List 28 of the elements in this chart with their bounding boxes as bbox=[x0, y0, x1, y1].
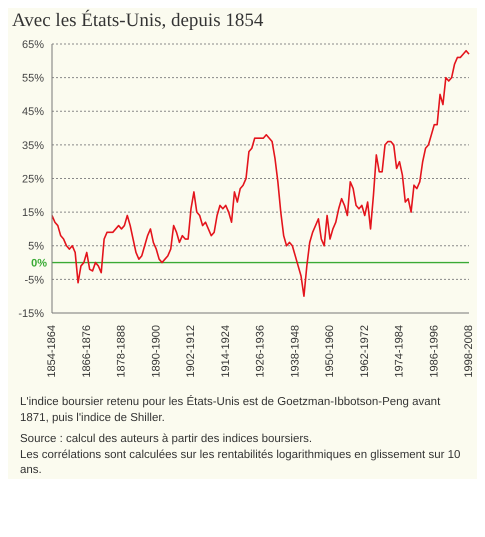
ref-line-label: 0% bbox=[31, 257, 48, 270]
x-tick-label: 1938-1948 bbox=[289, 325, 302, 378]
y-tick-label: 5% bbox=[28, 240, 44, 253]
text: Les corrélations sont calculées sur les rentabilités logarithmiques en glissement sur 10 ans. bbox=[20, 448, 462, 478]
x-tick-label: 1890-1900 bbox=[150, 325, 162, 378]
x-tick-label: 1962-1972 bbox=[358, 325, 371, 378]
y-tick-label: -15% bbox=[18, 308, 44, 320]
x-tick-label: 1878-1888 bbox=[116, 325, 128, 378]
x-tick-label: 1974-1984 bbox=[394, 325, 406, 378]
y-tick-label: 15% bbox=[22, 207, 44, 220]
y-tick-label: 45% bbox=[22, 106, 44, 118]
x-tick-label: 1866-1876 bbox=[80, 325, 93, 378]
x-tick-label: 1950-1960 bbox=[324, 325, 336, 378]
source-note: Source : calcul des auteurs à partir des indices boursiers. bbox=[20, 432, 314, 448]
y-tick-label: 55% bbox=[22, 72, 44, 85]
x-tick-label: 1986-1996 bbox=[428, 325, 440, 378]
y-tick-label: 65% bbox=[22, 38, 44, 51]
x-tick-label: 1914-1924 bbox=[220, 325, 232, 378]
text: L'indice boursier retenu pour les États-Unis est de Goetzman-Ibbotson-Peng avant 1871, puis l'indice de Shiller. bbox=[20, 395, 442, 426]
chart-title: Avec les États-Unis, depuis 1854 bbox=[11, 8, 264, 33]
x-tick-label: 1854-1864 bbox=[46, 325, 58, 378]
y-tick-label: 35% bbox=[22, 140, 44, 152]
y-tick-label: 25% bbox=[22, 173, 44, 186]
x-tick-label: 1902-1912 bbox=[185, 325, 197, 378]
line-series bbox=[51, 50, 470, 297]
x-tick-label: 1926-1936 bbox=[254, 325, 266, 378]
x-tick-label: 1998-2008 bbox=[463, 325, 475, 378]
y-tick-label: -5% bbox=[24, 274, 44, 286]
